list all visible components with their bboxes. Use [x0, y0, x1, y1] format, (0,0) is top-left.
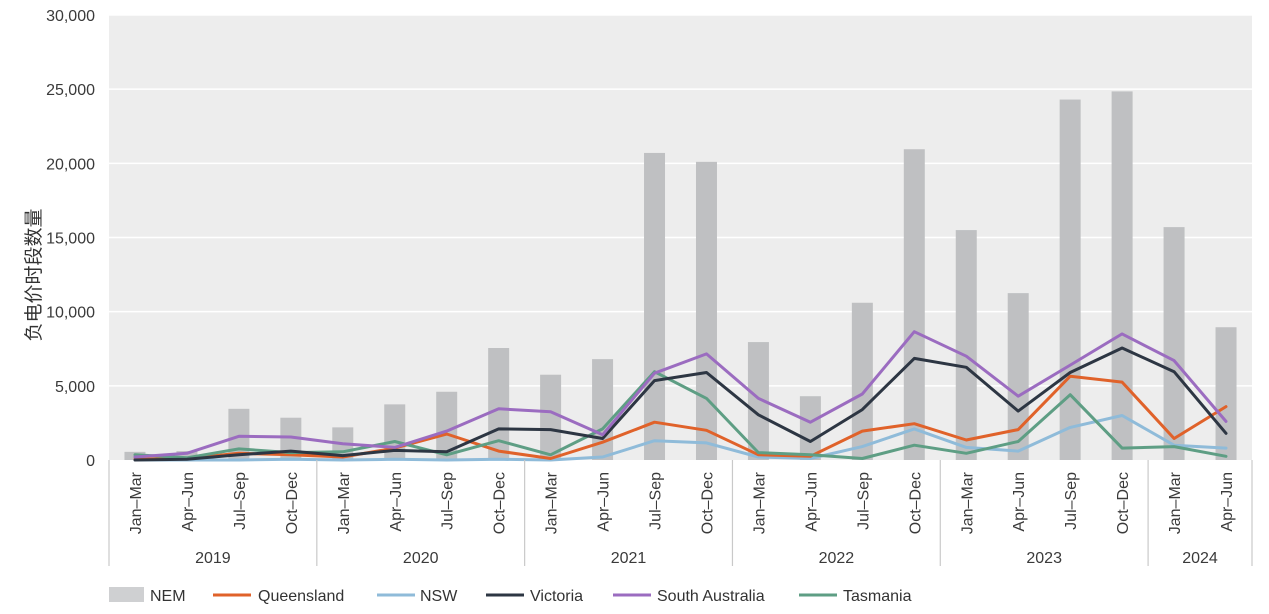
bar-nem — [903, 149, 925, 460]
x-tick-label: Jul–Sep — [440, 472, 457, 530]
line-south-australia — [133, 330, 1228, 459]
x-tick-label: Apr–Jun — [1011, 472, 1028, 532]
x-axis: Jan–Mar Apr–Jun Jul–Sep Oct–Dec Jan–Mar Apr–J… — [108, 460, 1253, 567]
x-tick-label: Apr–Jun — [180, 472, 197, 532]
x-tick-label: Jan–Mar — [1167, 471, 1184, 534]
x-tick-label: Jul–Sep — [232, 472, 249, 530]
legend-swatch-nem — [109, 587, 144, 602]
bar-nem — [1163, 227, 1185, 460]
bar-nem — [1059, 99, 1081, 461]
legend-item-queensland: Queensland — [213, 588, 344, 605]
x-tick-label: Jul–Sep — [855, 472, 872, 530]
legend-item-south-australia: South Australia — [613, 588, 765, 605]
x-tick-label: Jan–Mar — [336, 471, 353, 534]
year-label: 2024 — [1182, 550, 1218, 567]
line-victoria — [133, 346, 1228, 462]
x-tick-label: Oct–Dec — [492, 472, 509, 534]
legend-label: Tasmania — [843, 588, 912, 605]
bar-nem — [747, 342, 769, 460]
x-tick-label: Apr–Jun — [596, 472, 613, 532]
year-label: 2021 — [611, 550, 647, 567]
legend-label: South Australia — [657, 588, 765, 605]
bar-nem — [280, 417, 302, 460]
y-tick-label: 30,000 — [46, 8, 95, 25]
bar-nem — [436, 391, 458, 460]
year-label: 2019 — [195, 550, 231, 567]
x-tick-label: Oct–Dec — [1115, 472, 1132, 534]
legend: NEM Queensland NSW Victoria South Australia T… — [109, 587, 912, 605]
legend-label: NEM — [150, 588, 186, 605]
bar-nem — [1215, 327, 1237, 460]
legend-item-nem: NEM — [109, 587, 186, 605]
x-tick-label: Jan–Mar — [544, 471, 561, 534]
bar-nem — [1111, 91, 1133, 461]
y-tick-label: 15,000 — [46, 231, 95, 248]
x-tick-label: Oct–Dec — [907, 472, 924, 534]
x-tick-label: Apr–Jun — [1219, 472, 1236, 532]
year-label: 2022 — [819, 550, 855, 567]
line-nsw — [133, 414, 1228, 462]
x-tick-label: Jul–Sep — [648, 472, 665, 530]
year-label: 2020 — [403, 550, 439, 567]
legend-item-victoria: Victoria — [486, 588, 583, 605]
gridlines — [109, 14, 1252, 387]
x-tick-label: Jan–Mar — [959, 471, 976, 534]
x-tick-label: Jan–Mar — [128, 471, 145, 534]
bar-nem — [799, 396, 821, 460]
y-tick-label: 5,000 — [55, 379, 95, 396]
legend-item-nsw: NSW — [377, 588, 458, 605]
y-axis-label: 负电价时段数量 — [23, 208, 45, 341]
x-tick-label: Jan–Mar — [751, 471, 768, 534]
y-tick-label: 0 — [86, 453, 95, 470]
y-tick-label: 20,000 — [46, 156, 95, 173]
bar-nem — [644, 152, 666, 460]
bar-nem — [955, 230, 977, 460]
x-tick-label: Oct–Dec — [284, 472, 301, 534]
bar-nem — [176, 451, 198, 460]
bar-nem — [695, 161, 717, 460]
x-tick-label: Apr–Jun — [803, 472, 820, 532]
y-axis-ticks: 0 5,000 10,000 15,000 20,000 25,000 30,000 — [46, 8, 95, 470]
legend-label: Queensland — [258, 588, 344, 605]
x-tick-label: Oct–Dec — [699, 472, 716, 534]
x-tick-label: Jul–Sep — [1063, 472, 1080, 530]
y-tick-label: 25,000 — [46, 82, 95, 99]
year-label: 2023 — [1026, 550, 1062, 567]
bar-nem — [1007, 293, 1029, 460]
legend-item-tasmania: Tasmania — [799, 588, 912, 605]
x-tick-label: Apr–Jun — [388, 472, 405, 532]
bar-nem — [540, 374, 562, 460]
bar-nem — [851, 302, 873, 460]
y-tick-label: 10,000 — [46, 305, 95, 322]
line-queensland — [133, 374, 1228, 461]
series-lines — [133, 330, 1228, 462]
legend-label: NSW — [420, 588, 458, 605]
legend-label: Victoria — [530, 588, 583, 605]
bar-nem — [228, 408, 250, 460]
